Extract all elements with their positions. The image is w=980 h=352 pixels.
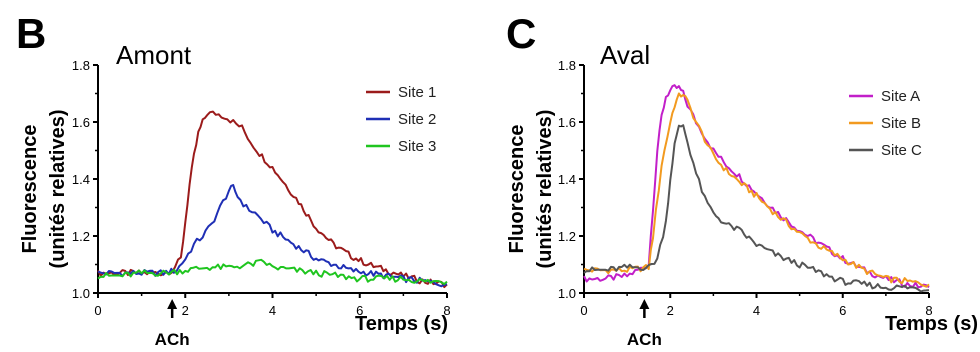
- series-line-site-3: [97, 258, 448, 285]
- x-tick-label: 4: [269, 303, 276, 318]
- y-tick-label: 1.4: [72, 172, 90, 187]
- legend: Site A Site B Site C: [849, 88, 922, 159]
- y-axis-label-line2: (unités relatives): [47, 110, 69, 269]
- y-tick-label: 1.8: [558, 58, 576, 73]
- series-line-site-2: [97, 184, 448, 288]
- panel-letter: B: [16, 10, 46, 57]
- legend-label: Site 1: [398, 84, 436, 101]
- panel-letter: C: [506, 10, 536, 57]
- legend-label: Site B: [881, 115, 921, 132]
- x-tick-label: 6: [356, 303, 363, 318]
- chart-panel-b: B Amont Fluorescence (unités relatives) 1.0 1…: [16, 10, 451, 349]
- stimulus-arrow-head: [639, 299, 650, 309]
- legend-label: Site 2: [398, 111, 436, 128]
- x-tick-label: 0: [94, 303, 101, 318]
- x-axis-label: Temps (s): [355, 313, 448, 335]
- y-axis-label-line2: (unités relatives): [534, 110, 556, 269]
- y-tick-label: 1.2: [558, 229, 576, 244]
- x-tick-label: 2: [182, 303, 189, 318]
- y-tick-label: 1.6: [558, 115, 576, 130]
- stimulus-label: ACh: [627, 330, 662, 349]
- x-tick-label: 6: [839, 303, 846, 318]
- series-line-site-c: [583, 124, 930, 293]
- series-line-site-1: [97, 110, 448, 289]
- x-tick-label: 0: [580, 303, 587, 318]
- x-tick-label: 2: [667, 303, 674, 318]
- chart-title: Amont: [116, 40, 192, 70]
- y-tick-label: 1.0: [72, 286, 90, 301]
- y-tick-label: 1.8: [72, 58, 90, 73]
- legend: Site 1 Site 2 Site 3: [366, 84, 436, 155]
- stimulus-arrow-head: [167, 299, 178, 309]
- y-tick-label: 1.4: [558, 172, 576, 187]
- y-tick-label: 1.0: [558, 286, 576, 301]
- legend-label: Site 3: [398, 138, 436, 155]
- chart-title: Aval: [600, 40, 650, 70]
- y-axis-label-line1: Fluorescence: [506, 125, 528, 254]
- x-axis-label: Temps (s): [885, 313, 978, 335]
- series-line-site-b: [583, 92, 930, 288]
- y-tick-label: 1.2: [72, 229, 90, 244]
- legend-label: Site A: [881, 88, 920, 105]
- x-tick-label: 4: [753, 303, 760, 318]
- x-tick-label: 8: [925, 303, 932, 318]
- y-tick-label: 1.6: [72, 115, 90, 130]
- y-axis-label-line1: Fluorescence: [19, 125, 41, 254]
- series-line-site-a: [583, 84, 930, 289]
- stimulus-label: ACh: [155, 330, 190, 349]
- legend-label: Site C: [881, 142, 922, 159]
- x-tick-label: 8: [443, 303, 450, 318]
- chart-panel-c: C Aval Fluorescence (unités relatives) 1.0 1.…: [506, 10, 978, 349]
